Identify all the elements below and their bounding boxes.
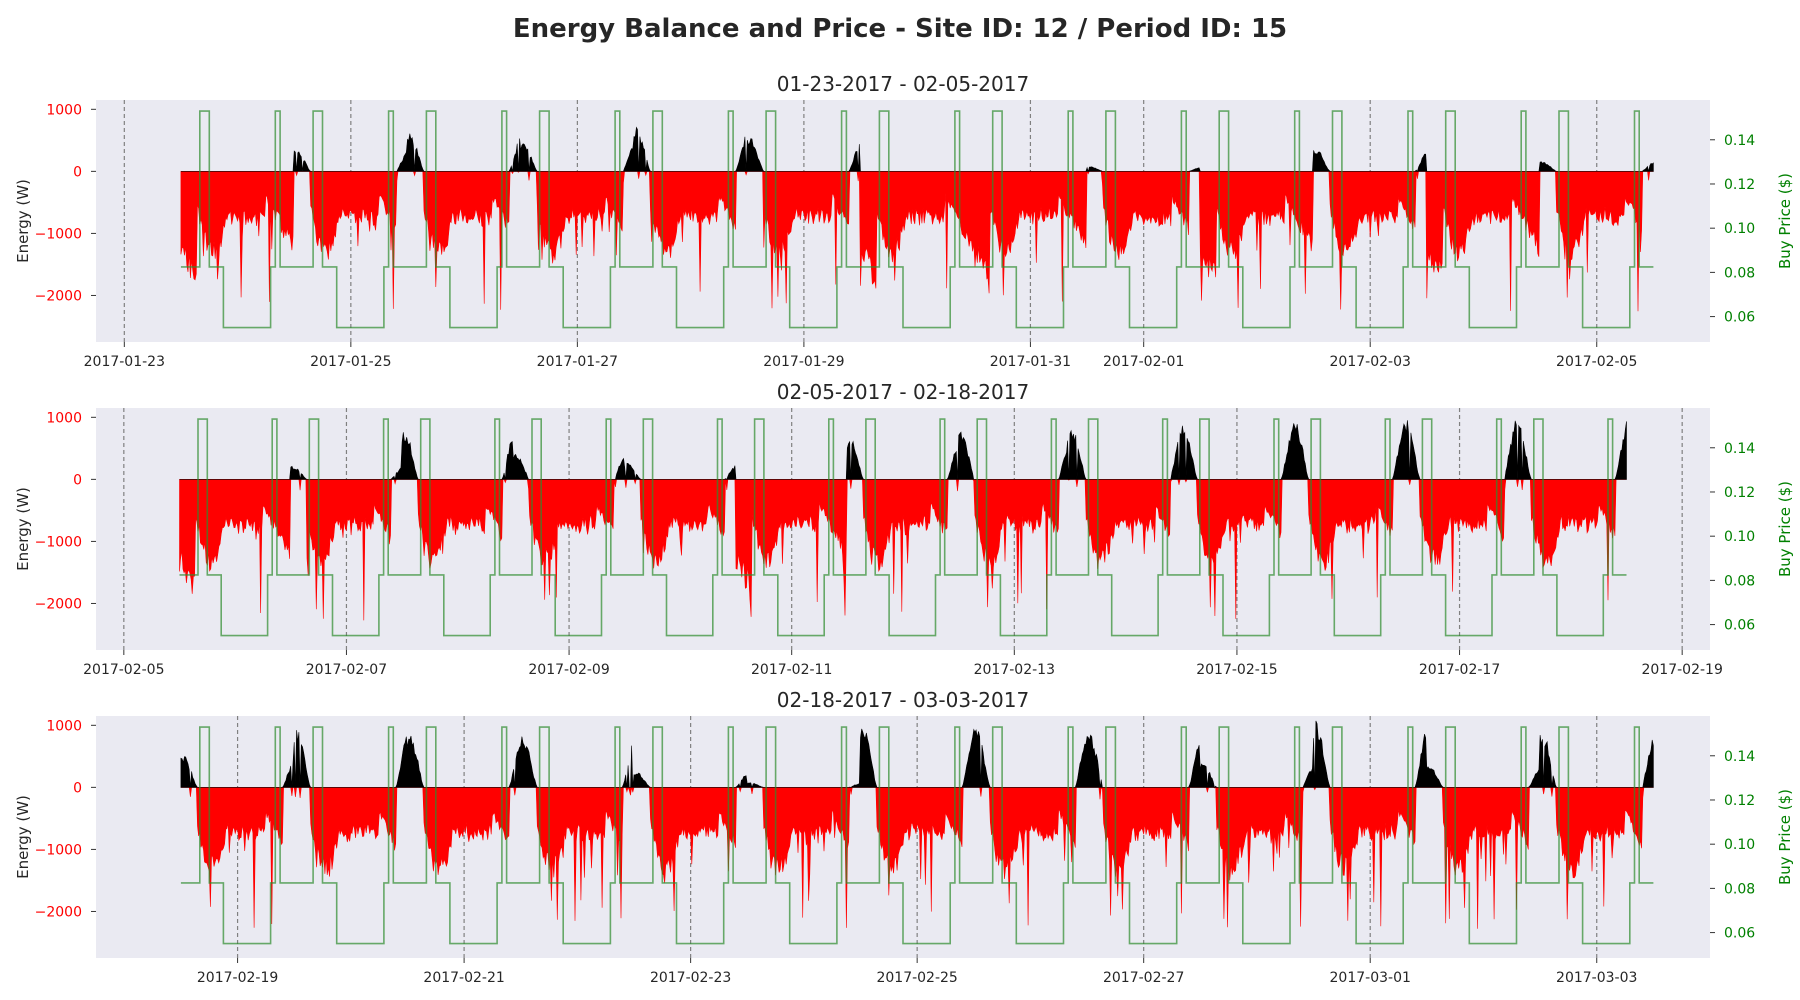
y-tick-label: 0 xyxy=(73,472,82,488)
y2-tick-label: 0.12 xyxy=(1724,793,1755,809)
x-tick-label: 2017-01-25 xyxy=(310,354,391,370)
y2-tick-label: 0.14 xyxy=(1724,749,1755,765)
y2-tick-label: 0.08 xyxy=(1724,881,1755,897)
x-tick-label: 2017-01-31 xyxy=(990,354,1071,370)
x-tick-label: 2017-02-03 xyxy=(1330,354,1411,370)
y2-axis-label: Buy Price ($) xyxy=(1776,789,1794,885)
y2-tick-label: 0.12 xyxy=(1724,485,1755,501)
y-tick-label: 1000 xyxy=(46,102,82,118)
x-tick-label: 2017-01-27 xyxy=(537,354,618,370)
x-tick-label: 2017-02-25 xyxy=(876,970,957,986)
y2-tick-label: 0.10 xyxy=(1724,529,1755,545)
y-tick-label: 0 xyxy=(73,164,82,180)
y-tick-label: −1000 xyxy=(35,842,82,858)
y-tick-label: −2000 xyxy=(35,596,82,612)
x-tick-label: 2017-02-11 xyxy=(751,662,832,678)
x-tick-label: 2017-02-05 xyxy=(83,662,164,678)
y2-tick-label: 0.14 xyxy=(1724,441,1755,457)
y2-tick-label: 0.10 xyxy=(1724,221,1755,237)
subplot-2: 02-05-2017 - 02-18-2017 1000 0 −1000 −2000 En… xyxy=(14,380,1794,678)
x-tick-label: 2017-01-23 xyxy=(84,354,165,370)
x-tick-label: 2017-02-19 xyxy=(1641,662,1722,678)
x-tick-label: 2017-02-07 xyxy=(306,662,387,678)
y2-tick-label: 0.10 xyxy=(1724,837,1755,853)
y-tick-label: −2000 xyxy=(35,904,82,920)
price-line xyxy=(180,726,1654,945)
subplot-1: 01-23-2017 - 02-05-2017 1000 0 −1000 −2000 En… xyxy=(14,72,1794,370)
y-axis-label: Energy (W) xyxy=(14,487,32,571)
x-tick-label: 2017-02-19 xyxy=(197,970,278,986)
x-tick-label: 2017-02-13 xyxy=(974,662,1055,678)
y-tick-label: 1000 xyxy=(46,718,82,734)
x-tick-label: 2017-02-09 xyxy=(528,662,609,678)
subplot-title: 02-18-2017 - 03-03-2017 xyxy=(777,688,1029,712)
x-tick-label: 2017-01-29 xyxy=(763,354,844,370)
y2-tick-label: 0.06 xyxy=(1724,926,1755,942)
y-axis-label: Energy (W) xyxy=(14,795,32,879)
y2-tick-label: 0.14 xyxy=(1724,133,1755,149)
y-tick-label: 1000 xyxy=(46,410,82,426)
x-tick-label: 2017-03-03 xyxy=(1556,970,1637,986)
y2-axis-label: Buy Price ($) xyxy=(1776,481,1794,577)
x-tick-label: 2017-03-01 xyxy=(1330,970,1411,986)
y2-tick-label: 0.08 xyxy=(1724,573,1755,589)
price-line xyxy=(179,418,1627,637)
y2-tick-label: 0.06 xyxy=(1724,310,1755,326)
y-tick-label: −1000 xyxy=(35,534,82,550)
x-tick-label: 2017-02-05 xyxy=(1556,354,1637,370)
y2-axis-label: Buy Price ($) xyxy=(1776,173,1794,269)
y-tick-label: 0 xyxy=(73,780,82,796)
x-tick-label: 2017-02-15 xyxy=(1196,662,1277,678)
y-tick-label: −1000 xyxy=(35,226,82,242)
x-tick-label: 2017-02-27 xyxy=(1103,970,1184,986)
y2-tick-label: 0.12 xyxy=(1724,177,1755,193)
y-axis-label: Energy (W) xyxy=(14,179,32,263)
x-tick-label: 2017-02-23 xyxy=(650,970,731,986)
x-tick-label: 2017-02-17 xyxy=(1419,662,1500,678)
subplot-title: 02-05-2017 - 02-18-2017 xyxy=(777,380,1029,404)
y2-tick-label: 0.06 xyxy=(1724,618,1755,634)
subplot-3: 02-18-2017 - 03-03-2017 1000 0 −1000 −2000 En… xyxy=(14,688,1794,986)
y2-tick-label: 0.08 xyxy=(1724,265,1755,281)
y-tick-label: −2000 xyxy=(35,288,82,304)
x-tick-label: 2017-02-21 xyxy=(423,970,504,986)
price-line xyxy=(180,110,1654,329)
subplot-title: 01-23-2017 - 02-05-2017 xyxy=(777,72,1029,96)
x-tick-label: 2017-02-01 xyxy=(1103,354,1184,370)
figure-title: Energy Balance and Price - Site ID: 12 /… xyxy=(512,14,1288,44)
